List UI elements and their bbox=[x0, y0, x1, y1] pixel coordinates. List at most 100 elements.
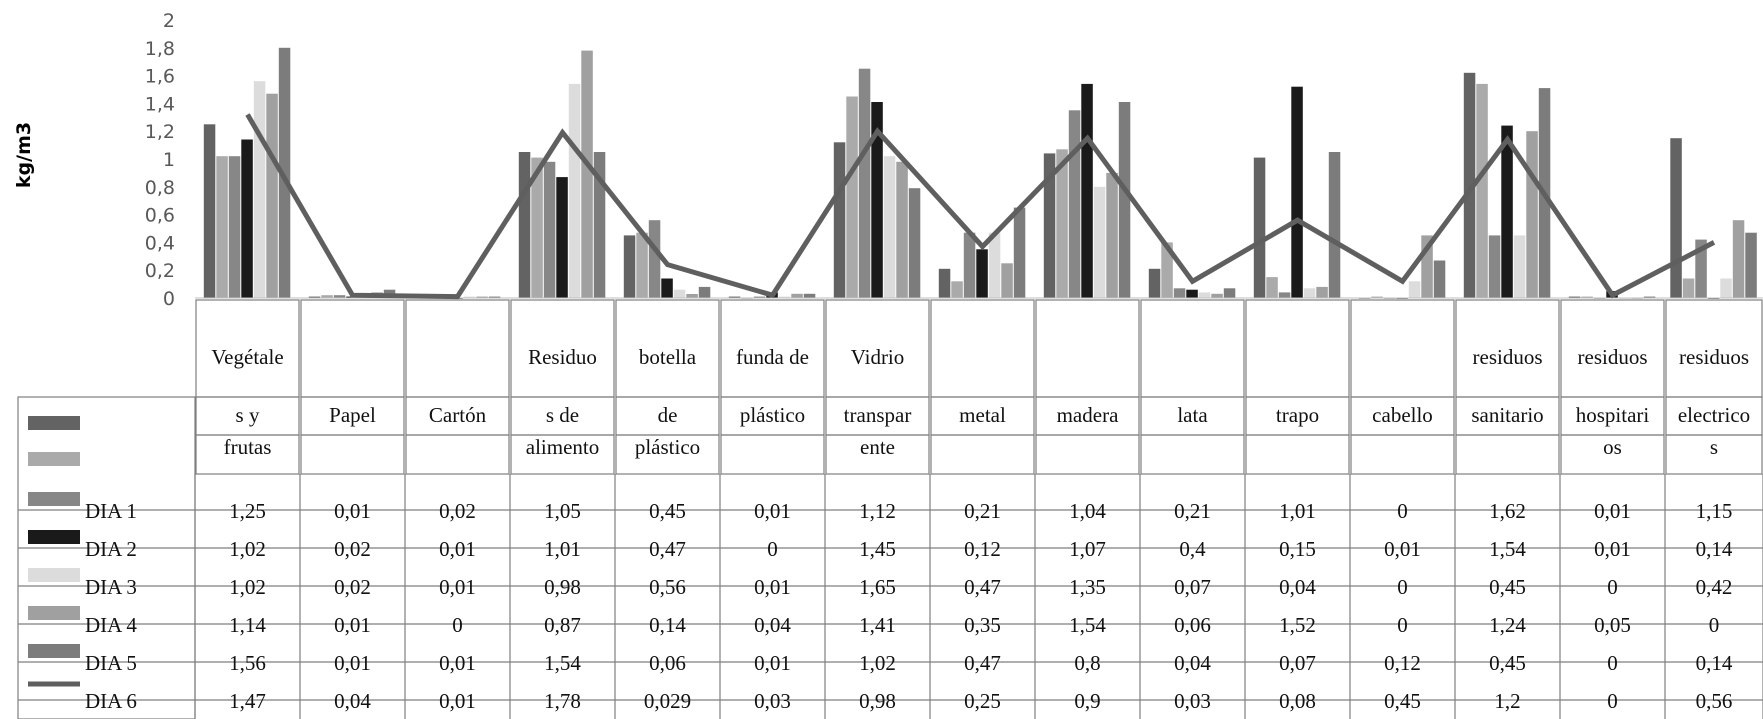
table-header-cell bbox=[1140, 299, 1245, 398]
y-tick-label: 0,8 bbox=[145, 177, 175, 199]
bar bbox=[1643, 296, 1656, 298]
data-label: 0,02 bbox=[334, 537, 371, 561]
bar bbox=[1682, 278, 1695, 298]
data-label: 0 bbox=[1607, 689, 1618, 713]
y-tick-label: 1,6 bbox=[145, 66, 175, 88]
category-label: botella bbox=[639, 345, 697, 369]
data-label: 0,45 bbox=[649, 499, 686, 523]
bar bbox=[1291, 86, 1303, 298]
bar bbox=[568, 83, 581, 299]
bar bbox=[593, 152, 606, 298]
data-label: 1,14 bbox=[229, 613, 266, 637]
data-label: 0,14 bbox=[649, 613, 686, 637]
bar bbox=[1081, 83, 1093, 299]
data-label: 0,56 bbox=[1696, 689, 1733, 713]
bar bbox=[1745, 232, 1757, 298]
category-label: lata bbox=[1177, 403, 1208, 427]
bar bbox=[698, 286, 711, 298]
legend-swatch bbox=[28, 606, 80, 620]
table-header-cell bbox=[1350, 434, 1455, 475]
series-name: DIA 5 bbox=[85, 651, 137, 675]
bar bbox=[543, 161, 556, 298]
bar bbox=[308, 296, 321, 298]
data-label: 0,01 bbox=[439, 575, 476, 599]
bar bbox=[1488, 235, 1501, 298]
category-label: s bbox=[1710, 435, 1718, 459]
data-label: 0,01 bbox=[1594, 537, 1631, 561]
data-label: 1,52 bbox=[1279, 613, 1316, 637]
data-label: 1,35 bbox=[1069, 575, 1106, 599]
y-tick-label: 2 bbox=[163, 10, 175, 32]
bar bbox=[1720, 278, 1732, 298]
data-label: 0,12 bbox=[1384, 651, 1421, 675]
data-label: 0 bbox=[452, 613, 463, 637]
legend-swatch bbox=[28, 568, 80, 582]
bar bbox=[1695, 239, 1707, 298]
y-tick-label: 0 bbox=[163, 288, 175, 310]
category-label: cabello bbox=[1372, 403, 1433, 427]
category-label: residuos bbox=[1578, 345, 1648, 369]
data-label: 0,01 bbox=[334, 651, 371, 675]
bar bbox=[556, 177, 568, 298]
bar bbox=[278, 47, 291, 298]
data-label: 0,8 bbox=[1074, 651, 1100, 675]
y-tick-label: 1,2 bbox=[145, 121, 175, 143]
data-label: 1,02 bbox=[229, 575, 266, 599]
data-label: 0 bbox=[1709, 613, 1720, 637]
legend-swatch bbox=[28, 416, 80, 430]
data-label: 0,21 bbox=[964, 499, 1001, 523]
y-tick-label: 0,2 bbox=[145, 260, 175, 282]
data-label: 0,25 bbox=[964, 689, 1001, 713]
bar bbox=[1001, 263, 1013, 299]
bar bbox=[1433, 260, 1446, 298]
data-label: 0 bbox=[1397, 613, 1408, 637]
data-table: Vegétale s y frutas Papel Cartón Residuo s de a… bbox=[17, 299, 1763, 719]
bar bbox=[858, 68, 871, 298]
data-label: 0,04 bbox=[754, 613, 791, 637]
data-label: 0,06 bbox=[1174, 613, 1211, 637]
bar bbox=[938, 268, 951, 298]
data-label: 0,01 bbox=[1594, 499, 1631, 523]
category-label: Cartón bbox=[429, 403, 487, 427]
bar bbox=[778, 296, 791, 298]
bar bbox=[253, 81, 266, 298]
data-label: 1,56 bbox=[229, 651, 266, 675]
y-tick-label: 1,4 bbox=[145, 93, 175, 115]
category-label: s y bbox=[236, 403, 260, 427]
bar bbox=[1198, 292, 1211, 298]
bar bbox=[686, 294, 698, 298]
bar bbox=[1371, 296, 1383, 298]
bar bbox=[1223, 288, 1236, 298]
data-label: 0,07 bbox=[1279, 651, 1316, 675]
y-tick-label: 0,6 bbox=[145, 205, 175, 227]
data-label: 0,56 bbox=[649, 575, 686, 599]
category-label: transpar bbox=[844, 403, 912, 427]
bar bbox=[1211, 293, 1223, 298]
category-label: plástico bbox=[740, 403, 805, 427]
y-axis-ticks: 0 0,2 0,4 0,6 0,8 1 1,2 1,4 1,6 1,8 2 bbox=[145, 10, 175, 310]
bar bbox=[228, 156, 241, 298]
table-header-cell bbox=[930, 434, 1035, 475]
bar bbox=[988, 232, 1001, 298]
bar bbox=[648, 220, 661, 298]
bar bbox=[581, 50, 593, 298]
data-label: 0,47 bbox=[649, 537, 686, 561]
category-label: os bbox=[1603, 435, 1622, 459]
bar bbox=[963, 232, 976, 298]
data-label: 0,21 bbox=[1174, 499, 1211, 523]
table-header-cell bbox=[1035, 299, 1140, 398]
bar bbox=[1568, 296, 1581, 298]
data-label: 1,05 bbox=[544, 499, 581, 523]
bar bbox=[1328, 152, 1341, 298]
data-label: 0,47 bbox=[964, 651, 1001, 675]
bar bbox=[1186, 289, 1198, 298]
bar bbox=[1501, 125, 1513, 298]
data-label: 0,01 bbox=[1384, 537, 1421, 561]
table-header-cell bbox=[930, 299, 1035, 398]
data-label: 1,07 bbox=[1069, 537, 1106, 561]
data-label: 1,02 bbox=[859, 651, 896, 675]
bar bbox=[1670, 138, 1682, 298]
data-label: 1,12 bbox=[859, 499, 896, 523]
data-label: 0,98 bbox=[544, 575, 581, 599]
data-label: 1,45 bbox=[859, 537, 896, 561]
